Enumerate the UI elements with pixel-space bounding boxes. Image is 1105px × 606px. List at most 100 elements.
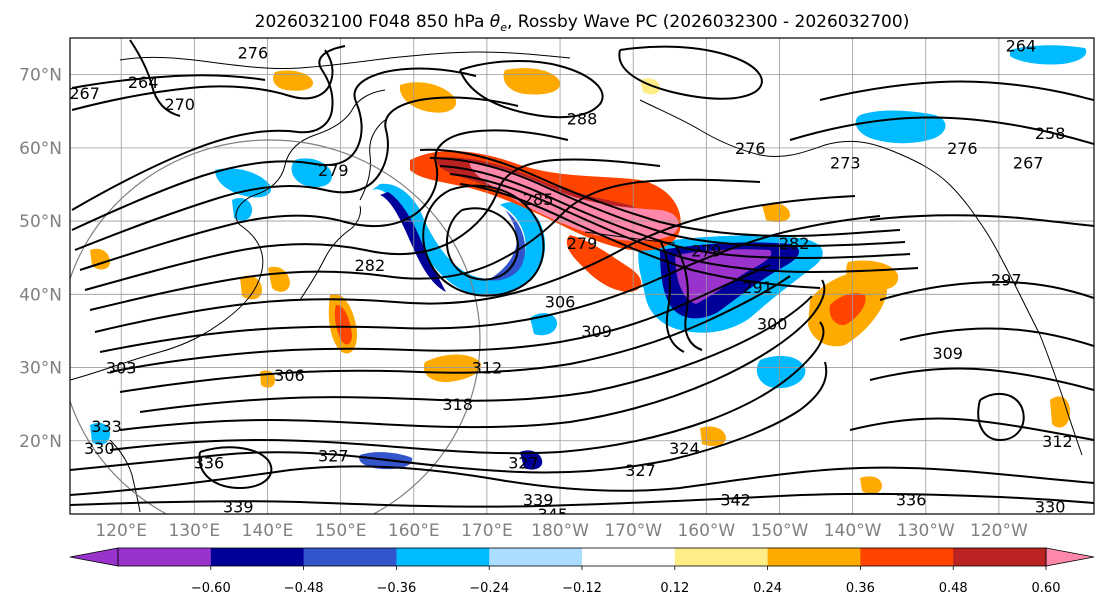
- lon-label: 140°W: [824, 521, 882, 541]
- lon-label: 170°W: [604, 521, 662, 541]
- contour-label: 330: [1035, 498, 1066, 517]
- contour-267: [71, 74, 266, 89]
- colorbar-tick-label: −0.48: [284, 581, 324, 596]
- contour-276: [71, 45, 346, 211]
- colorbar-tick-label: −0.60: [191, 581, 231, 596]
- contour-label: 282: [779, 234, 810, 253]
- contour-label: 306: [545, 293, 576, 312]
- negative-anomaly-bering: [855, 110, 946, 144]
- contour-arctic-e: [819, 80, 1094, 101]
- contour-345: [70, 492, 1094, 508]
- contour-label: 264: [128, 73, 159, 92]
- contour-282: [74, 96, 519, 251]
- positive-anomaly-central: [423, 354, 481, 383]
- contour-east-4: [869, 367, 1094, 391]
- contour-label: 285: [523, 190, 554, 209]
- lon-label: 170°E: [461, 521, 513, 541]
- lat-label: 20°N: [19, 432, 62, 452]
- contour-label: 339: [523, 490, 554, 509]
- colorbar-tick-label: −0.36: [376, 581, 416, 596]
- contour-gyre: [422, 184, 545, 297]
- contour-label: 303: [106, 359, 137, 378]
- contour-label: 333: [91, 417, 122, 436]
- lon-label: 140°E: [242, 521, 294, 541]
- north-america-west-coast: [1009, 274, 1083, 456]
- positive-anomaly-gulf-ak: [762, 203, 790, 223]
- contour-subtrop-loop: [977, 392, 1025, 442]
- contour-trough-2: [675, 245, 703, 351]
- contour-306: [94, 195, 856, 333]
- contour-label: 270: [164, 95, 195, 114]
- colorbar-segment: [489, 548, 583, 566]
- colorbar-segment: [860, 548, 954, 566]
- graticule: [70, 38, 1094, 514]
- lon-label: 160°E: [388, 521, 440, 541]
- contour-330: [119, 279, 826, 431]
- positive-anomaly-china: [240, 275, 262, 300]
- contour-label: 273: [830, 153, 861, 172]
- positive-anomaly-siberia: [273, 70, 314, 91]
- contour-label: 282: [355, 256, 386, 275]
- colorbar-segment: [210, 548, 305, 566]
- lon-label: 130°E: [168, 521, 220, 541]
- colorbar-segment: [674, 548, 769, 566]
- contour-336: [109, 321, 825, 455]
- colorbar-tick-label: −0.24: [469, 581, 509, 596]
- positive-anomaly-japan-inner: [334, 304, 352, 345]
- colorbar-segment: [118, 548, 212, 566]
- colorbar-tick-label: 0.48: [939, 581, 968, 596]
- contour-label: 267: [1013, 153, 1044, 172]
- contour-label: 324: [669, 439, 700, 458]
- negative-anomaly-core-1: [380, 192, 446, 292]
- contour-label: 279: [318, 161, 349, 180]
- positive-anomaly-ne-pac: [846, 260, 899, 291]
- colorbar-segment: [953, 548, 1047, 566]
- colorbar-tick-label: −0.12: [562, 581, 602, 596]
- latitude-labels: 70°N 60°N 50°N 40°N 30°N 20°N: [19, 66, 62, 452]
- contour-label: 309: [581, 322, 612, 341]
- contour-label: 339: [223, 498, 254, 517]
- contour-labels: 267 264 270 276 279 288 282 285 279 276 273 276 267 2…: [69, 38, 1073, 524]
- lon-label: 150°E: [315, 521, 367, 541]
- japan-coastline: [299, 205, 361, 301]
- contour-label: 312: [472, 359, 503, 378]
- colorbar-tick-label: 0.60: [1032, 581, 1061, 596]
- map-frame: [69, 37, 1095, 515]
- arctic-coastline: [119, 51, 571, 70]
- contour-label: 306: [274, 366, 305, 385]
- contour-label: 345: [537, 505, 568, 524]
- contour-trough-1: [659, 239, 685, 353]
- contour-label: 327: [318, 446, 349, 465]
- contour-east-2: [879, 280, 1094, 301]
- contour-264: [129, 39, 181, 117]
- contour-label: 267: [69, 84, 100, 103]
- contour-label: 342: [720, 490, 751, 509]
- negative-anomaly-core-2: [488, 210, 526, 281]
- shaded-anomalies: [90, 45, 1087, 494]
- contour-arctic-loop-2: [618, 45, 763, 100]
- negative-anomaly-kamchatka: [232, 198, 252, 221]
- negative-anomaly-pacific-1: [756, 355, 806, 389]
- contour-label: 288: [567, 110, 598, 129]
- theta-e-contours: [70, 39, 1094, 508]
- negative-anomaly-tropics-2: [520, 450, 543, 470]
- contour-279: [71, 67, 477, 231]
- contour-jet-1: [419, 148, 901, 238]
- contour-label: 279: [567, 234, 598, 253]
- contour-east-3: [899, 327, 1094, 347]
- negative-anomaly-kuroshio-arc: [372, 183, 546, 296]
- contour-arctic-e2: [789, 116, 1094, 145]
- lat-label: 60°N: [19, 139, 62, 159]
- colorbar-extend-high: [1045, 547, 1095, 567]
- lon-label: 120°W: [970, 521, 1028, 541]
- contour-label: 327: [508, 454, 539, 473]
- contour-jet-3: [439, 165, 911, 260]
- contour-342: [70, 465, 1094, 496]
- contour-label: 318: [442, 395, 473, 414]
- colorbar-segment: [767, 548, 861, 566]
- longitude-labels: 120°E 130°E 140°E 150°E 160°E 170°E 180°W 170°W…: [95, 521, 1028, 541]
- asia-coastline: [70, 89, 386, 381]
- contour-label: 279: [691, 241, 722, 260]
- positive-anomaly-tail: [566, 235, 642, 292]
